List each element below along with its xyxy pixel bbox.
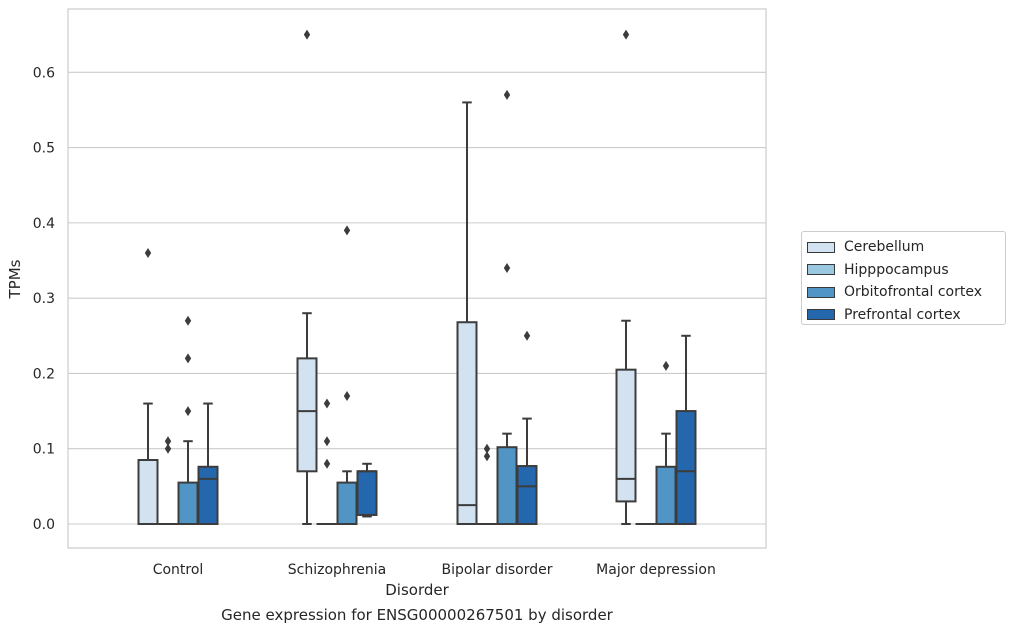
legend-item: Cerebellum <box>807 236 1005 259</box>
legend-label: Prefrontal cortex <box>844 306 961 323</box>
outlier-point <box>184 315 192 326</box>
x-tick-label: Schizophrenia <box>288 562 386 578</box>
outlier-point <box>343 225 351 236</box>
box-prefrontal-cortex-0 <box>197 402 219 525</box>
box-prefrontal-cortex-3 <box>675 334 697 526</box>
outlier-point <box>323 458 331 469</box>
box-hipppocampus-0 <box>157 436 179 526</box>
outlier-point <box>523 330 531 341</box>
y-tick-label: 0.0 <box>33 517 55 533</box>
box-prefrontal-cortex-1 <box>356 462 378 518</box>
box-iqr <box>177 481 199 526</box>
x-tick-label: Bipolar disorder <box>441 562 552 578</box>
y-axis-label: TPMs <box>6 259 24 299</box>
box-iqr <box>516 465 538 525</box>
y-tick-label: 0.2 <box>33 366 55 382</box>
outlier-point <box>503 89 511 100</box>
figure-caption: Gene expression for ENSG00000267501 by d… <box>221 606 613 624</box>
x-tick-label: Major depression <box>596 562 716 578</box>
outlier-point <box>164 436 172 447</box>
box-orbitofrontal-cortex-2 <box>496 89 518 525</box>
outlier-point <box>323 436 331 447</box>
box-iqr <box>496 446 518 525</box>
box-orbitofrontal-cortex-1 <box>336 225 358 526</box>
legend-swatch <box>807 264 835 276</box>
legend-label: Hipppocampus <box>844 261 949 278</box>
outlier-point <box>323 398 331 409</box>
box-cerebellum-0 <box>137 247 159 525</box>
outlier-point <box>343 391 351 402</box>
box-hipppocampus-1 <box>316 398 338 526</box>
outlier-point <box>184 353 192 364</box>
y-tick-label: 0.5 <box>33 141 55 157</box>
box-cerebellum-1 <box>296 29 318 525</box>
legend: Cerebellum Hipppocampus Orbitofrontal cort… <box>801 231 1006 325</box>
box-iqr <box>356 470 378 516</box>
box-iqr <box>336 481 358 526</box>
legend-label: Cerebellum <box>844 239 925 256</box>
outlier-point <box>483 451 491 462</box>
x-tick-label: Control <box>153 562 204 578</box>
legend-item: Prefrontal cortex <box>807 304 1005 327</box>
x-tick-labels: Control Schizophrenia Bipolar disorder Majo… <box>153 562 716 578</box>
outlier-point <box>622 29 630 40</box>
box-iqr <box>675 410 697 526</box>
outlier-point <box>184 406 192 417</box>
y-tick-label: 0.1 <box>33 442 55 458</box>
box-orbitofrontal-cortex-3 <box>655 360 677 525</box>
box-prefrontal-cortex-2 <box>516 330 538 525</box>
x-axis-label: Disorder <box>385 581 449 599</box>
box-plot-marks <box>137 29 697 526</box>
y-tick-label: 0.4 <box>33 216 55 232</box>
box-iqr <box>655 465 677 525</box>
box-iqr <box>456 321 478 525</box>
y-tick-label: 0.3 <box>33 291 55 307</box>
legend-swatch <box>807 309 835 321</box>
legend-item: Hipppocampus <box>807 259 1005 282</box>
box-cerebellum-3 <box>615 29 637 525</box>
box-iqr <box>296 357 318 473</box>
y-tick-labels: 0.0 0.1 0.2 0.3 0.4 0.5 0.6 <box>33 65 55 533</box>
legend-label: Orbitofrontal cortex <box>844 284 982 301</box>
box-iqr <box>197 465 219 525</box>
legend-swatch <box>807 241 835 253</box>
box-iqr <box>137 459 159 525</box>
box-orbitofrontal-cortex-0 <box>177 315 199 526</box>
outlier-point <box>662 360 670 371</box>
outlier-point <box>164 443 172 454</box>
box-cerebellum-2 <box>456 101 478 525</box>
box-hipppocampus-2 <box>476 443 498 526</box>
outlier-point <box>503 263 511 274</box>
y-gridlines <box>68 71 766 525</box>
outlier-point <box>303 29 311 40</box>
box-iqr <box>615 368 637 503</box>
y-tick-label: 0.6 <box>33 65 55 81</box>
legend-swatch <box>807 286 835 298</box>
outlier-point <box>144 247 152 258</box>
legend-item: Orbitofrontal cortex <box>807 281 1005 304</box>
outlier-point <box>483 443 491 454</box>
plot-frame <box>67 8 767 549</box>
